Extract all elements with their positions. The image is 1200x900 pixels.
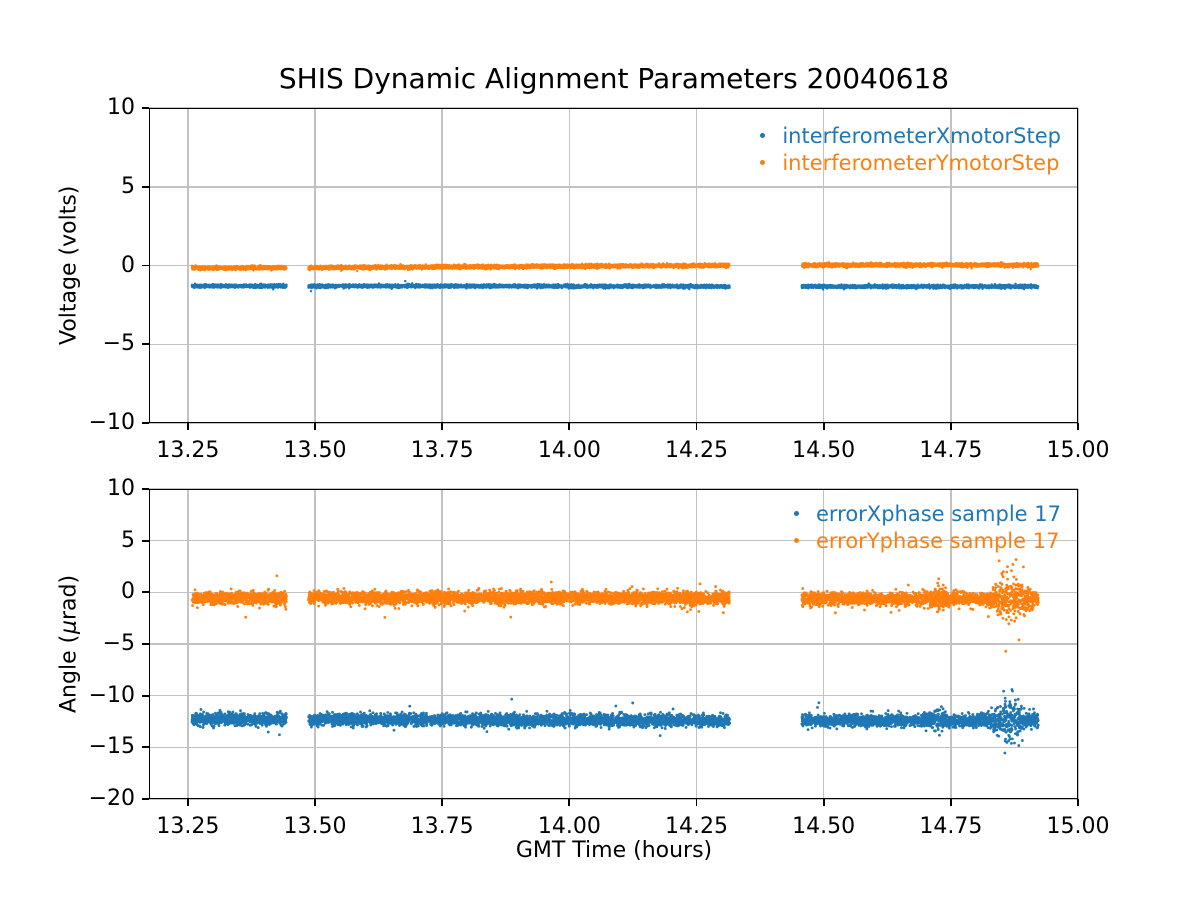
legend-entry: interferometerYmotorStep	[754, 149, 1061, 176]
y-tick	[142, 798, 149, 800]
x-tick-label: 15.00	[1046, 814, 1110, 839]
x-tick	[314, 799, 316, 806]
x-tick-label: 14.75	[919, 814, 983, 839]
figure-title: SHIS Dynamic Alignment Parameters 200406…	[278, 62, 950, 95]
y-tick-label: 10	[107, 95, 135, 120]
legend-marker-dot-icon	[760, 133, 766, 138]
y-tick-label: −15	[88, 734, 135, 760]
x-tick	[695, 799, 698, 806]
y-tick	[142, 185, 149, 188]
x-tick-label: 13.75	[410, 438, 474, 463]
mu-symbol: μ	[56, 620, 82, 635]
y-tick	[142, 107, 149, 109]
x-tick	[441, 799, 444, 806]
x-tick	[695, 423, 698, 430]
angle-subplot-scatter-canvas	[149, 489, 1078, 799]
angle-axes: 13.25 13.50 13.75 14.00 14.25 14.50 14.75 15.00…	[89, 476, 1110, 839]
voltage-y-axis-label: Voltage (volts)	[53, 108, 85, 423]
y-tick	[142, 591, 149, 594]
x-tick-label: 14.00	[537, 814, 601, 839]
legend-marker-dot-icon	[760, 160, 766, 165]
x-tick-label: 15.00	[1046, 438, 1110, 463]
legend-marker-dot-icon	[793, 538, 799, 543]
y-gridline	[149, 422, 1078, 424]
legend-entry: errorYphase sample 17	[788, 527, 1061, 554]
angle-y-axis-label-text: Angle (	[56, 634, 82, 713]
y-tick	[142, 343, 149, 346]
legend-label: errorYphase sample 17	[815, 528, 1060, 553]
x-tick	[822, 799, 825, 806]
x-tick-label: 14.50	[792, 814, 856, 839]
y-tick	[142, 694, 149, 697]
y-tick-label: −20	[88, 786, 135, 811]
y-tick	[142, 746, 149, 749]
x-tick	[568, 423, 571, 430]
voltage-axes: 13.25 13.50 13.75 14.00 14.25 14.50 14.75 15.00…	[89, 95, 1110, 463]
voltage-subplot-scatter-canvas	[149, 108, 1078, 423]
x-tick	[441, 423, 444, 430]
legend-marker-dot-icon	[793, 511, 799, 516]
legend-label: errorXphase sample 17	[815, 501, 1061, 526]
x-gridline	[1077, 489, 1079, 799]
y-tick-label: −10	[88, 410, 135, 435]
y-tick	[142, 488, 149, 490]
y-tick-label: −10	[88, 682, 135, 708]
y-tick-label: −5	[102, 331, 135, 357]
x-tick-label: 14.75	[919, 438, 983, 463]
angle-y-axis-label-suffix: rad)	[56, 575, 82, 621]
y-gridline	[149, 798, 1078, 800]
angle-y-axis-label: Angle (μ rad)	[53, 489, 85, 799]
y-tick-label: 0	[121, 579, 135, 605]
x-tick	[186, 799, 189, 806]
y-tick-label: 5	[121, 173, 135, 199]
x-tick	[568, 799, 571, 806]
y-tick-label: 5	[121, 527, 135, 553]
x-tick-label: 13.50	[283, 438, 347, 463]
x-gridline	[1077, 108, 1079, 423]
legend-entry: interferometerXmotorStep	[754, 122, 1061, 149]
x-tick	[822, 423, 825, 430]
y-tick	[142, 422, 149, 424]
legend-label: interferometerXmotorStep	[782, 123, 1061, 148]
x-tick-label: 13.50	[283, 814, 347, 839]
legend-label: interferometerYmotorStep	[782, 150, 1060, 175]
x-tick-label: 14.25	[665, 814, 728, 839]
voltage-subplot-legend: interferometerXmotorStep interferometerYm…	[754, 122, 1061, 176]
x-tick-label: 14.25	[665, 438, 728, 463]
x-tick-label: 13.25	[156, 814, 220, 839]
y-tick-label: 0	[121, 252, 135, 278]
y-tick	[142, 643, 149, 645]
y-tick-label: −5	[102, 631, 135, 656]
y-tick	[142, 539, 149, 542]
x-tick	[949, 799, 952, 806]
angle-subplot-legend: errorXphase sample 17 errorYphase sample …	[788, 500, 1061, 554]
legend-entry: errorXphase sample 17	[788, 500, 1061, 527]
x-tick-label: 14.00	[537, 438, 601, 463]
x-tick-label: 13.25	[156, 438, 220, 463]
x-tick-label: 13.75	[410, 814, 474, 839]
x-axis-label: GMT Time (hours)	[515, 838, 713, 863]
x-tick	[186, 423, 189, 430]
x-tick-label: 14.50	[792, 438, 856, 463]
x-tick	[1077, 423, 1079, 430]
x-tick	[1077, 799, 1079, 806]
x-tick	[949, 423, 952, 430]
voltage-y-axis-label-text: Voltage (volts)	[56, 185, 82, 346]
y-tick-label: 10	[107, 476, 135, 501]
x-tick	[314, 423, 316, 430]
y-tick	[142, 264, 149, 267]
